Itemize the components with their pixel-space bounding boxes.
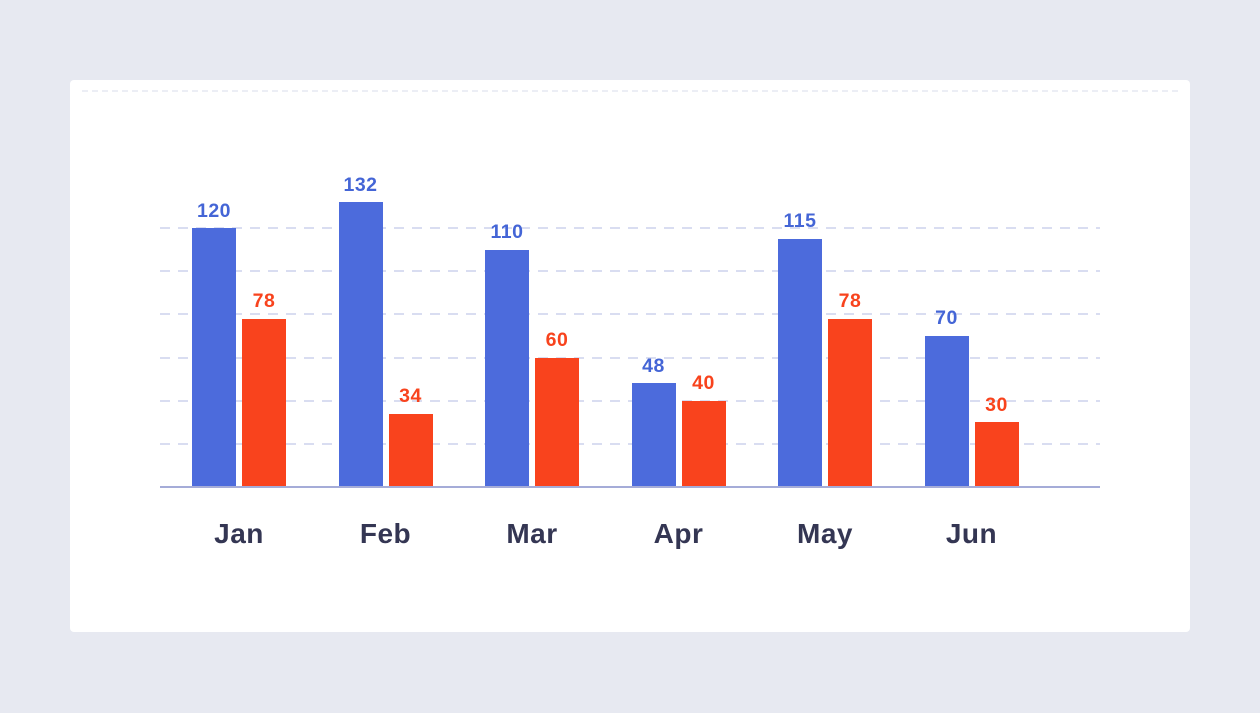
x-axis-label-jun: Jun <box>945 518 998 549</box>
x-axis-label-jan: Jan <box>214 518 264 549</box>
bar-value-label-blue-series-jun: 70 <box>935 307 958 330</box>
bar-blue-series-apr: 48 <box>631 356 676 487</box>
bar-blue-series-feb: 132 <box>338 175 383 487</box>
x-axis-label-feb: Feb <box>359 518 412 549</box>
x-axis-label-apr: Apr <box>653 518 704 549</box>
bar-blue-series-jan: 120 <box>192 201 236 487</box>
gridline-y-20 <box>160 442 1100 445</box>
bar-orange-series-may: 78 <box>828 292 872 487</box>
bar-group-jan: 120 78 <box>192 201 286 487</box>
chart-card: 120 78 132 34 110 60 48 40 115 78 70 30 Jan Feb Mar Ap… <box>70 80 1190 632</box>
bar-value-label-orange-series-jan: 78 <box>252 290 276 313</box>
bar-orange-series-mar: 60 <box>535 330 579 487</box>
gridline-y-40 <box>160 399 1100 402</box>
bar-orange-series-jun: 30 <box>974 395 1019 487</box>
bar-blue-series-jun: 70 <box>924 309 969 487</box>
x-axis-label-may: May <box>797 518 853 549</box>
bar-value-label-orange-series-may: 78 <box>838 290 862 313</box>
x-axis-label-mar: Mar <box>506 518 558 549</box>
bar-group-may: 115 78 <box>778 212 872 487</box>
gridline-y-60 <box>160 356 1100 359</box>
bar-value-label-orange-series-feb: 34 <box>399 385 422 408</box>
bar-value-label-blue-series-mar: 110 <box>490 221 524 244</box>
plot-area: 120 78 132 34 110 60 48 40 115 78 70 30 <box>160 148 1100 488</box>
bar-value-label-blue-series-apr: 48 <box>642 354 665 377</box>
gridline-y-80 <box>160 313 1100 316</box>
bar-group-mar: 110 60 <box>485 223 579 487</box>
bar-group-apr: 48 40 <box>631 356 726 487</box>
bar-orange-series-feb: 34 <box>388 387 433 487</box>
x-axis-line <box>160 486 1100 488</box>
bar-value-label-orange-series-mar: 60 <box>545 329 569 351</box>
bar-value-label-blue-series-may: 115 <box>783 210 817 233</box>
top-faint-gridline <box>82 90 1178 92</box>
bar-value-label-blue-series-feb: 132 <box>343 173 378 196</box>
bar-group-jun: 70 30 <box>924 309 1019 487</box>
bar-group-feb: 132 34 <box>338 175 433 487</box>
gridline-y-100 <box>160 270 1100 273</box>
bar-value-label-blue-series-jan: 120 <box>196 199 232 222</box>
bar-orange-series-jan: 78 <box>242 292 286 487</box>
bar-value-label-orange-series-apr: 40 <box>692 372 715 395</box>
gridline-y-120 <box>160 227 1100 229</box>
bar-blue-series-mar: 110 <box>485 223 529 487</box>
bar-value-label-orange-series-jun: 30 <box>985 393 1008 416</box>
bar-orange-series-apr: 40 <box>681 374 726 487</box>
bar-blue-series-may: 115 <box>778 212 822 487</box>
